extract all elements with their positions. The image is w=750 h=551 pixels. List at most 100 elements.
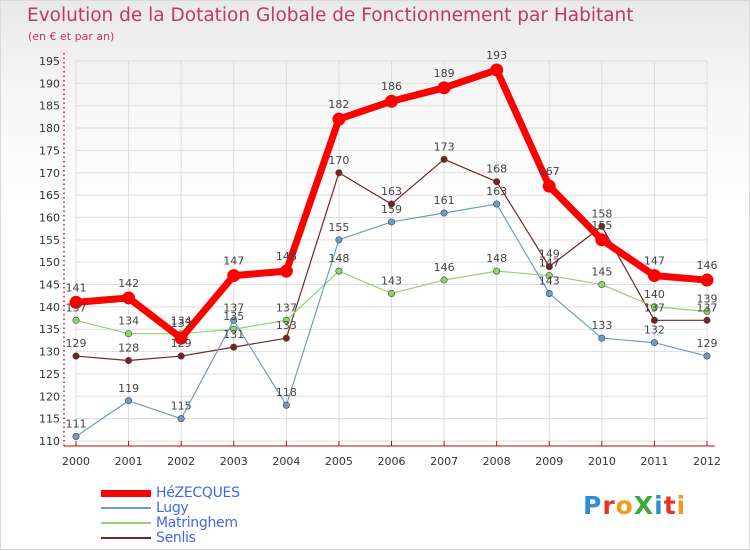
data-label: 173	[434, 140, 455, 153]
y-tick-label: 165	[39, 189, 60, 202]
y-tick-label: 150	[39, 256, 60, 269]
x-tick-label: 2005	[325, 455, 353, 468]
data-label: 137	[66, 301, 87, 314]
chart-subtitle: (en € et par an)	[28, 30, 115, 43]
data-label: 132	[644, 324, 665, 337]
x-tick-label: 2000	[62, 455, 90, 468]
data-point	[647, 269, 661, 283]
data-label: 148	[486, 252, 507, 265]
legend-swatch-matringhem	[101, 522, 151, 524]
x-tick-label: 2008	[483, 455, 511, 468]
x-tick-label: 2003	[220, 455, 248, 468]
data-label: 129	[66, 337, 87, 350]
data-label: 142	[118, 277, 139, 290]
x-tick-label: 2007	[430, 455, 458, 468]
x-tick-label: 2004	[272, 455, 300, 468]
data-point	[230, 343, 238, 351]
proxiti-logo: ProXiti	[583, 491, 687, 520]
data-label: 119	[118, 382, 139, 395]
data-point	[387, 218, 395, 226]
data-point	[282, 401, 290, 409]
data-label: 134	[171, 315, 192, 328]
data-label: 135	[223, 310, 244, 323]
legend-label: Lugy	[156, 500, 189, 516]
y-tick-label: 140	[39, 301, 60, 314]
data-label: 129	[697, 337, 718, 350]
data-label: 128	[118, 342, 139, 355]
data-point	[650, 303, 658, 311]
data-point	[72, 316, 80, 324]
data-label: 148	[276, 250, 297, 263]
data-point	[335, 236, 343, 244]
data-label: 129	[171, 337, 192, 350]
data-point	[703, 352, 711, 360]
data-point	[545, 263, 553, 271]
y-tick-label: 110	[39, 435, 60, 448]
data-point	[125, 397, 133, 405]
legend-swatch-hezecques	[101, 490, 151, 497]
y-tick-label: 190	[39, 77, 60, 90]
data-label: 137	[697, 301, 718, 314]
data-label: 133	[276, 319, 297, 332]
y-tick-label: 160	[39, 211, 60, 224]
data-point	[545, 272, 553, 280]
data-label: 145	[591, 266, 612, 279]
y-tick-label: 135	[39, 323, 60, 336]
data-label: 186	[381, 80, 402, 93]
data-label: 163	[381, 185, 402, 198]
data-point	[493, 267, 501, 275]
data-point	[335, 267, 343, 275]
data-point	[650, 339, 658, 347]
data-point	[335, 169, 343, 177]
data-point	[282, 334, 290, 342]
data-label: 111	[66, 418, 87, 431]
data-label: 155	[591, 219, 612, 232]
data-point	[279, 264, 293, 278]
y-tick-label: 115	[39, 413, 60, 426]
data-label: 189	[434, 67, 455, 80]
data-point	[493, 178, 501, 186]
y-tick-label: 145	[39, 279, 60, 292]
series-lines	[69, 63, 714, 441]
data-label: 155	[328, 221, 349, 234]
data-label: 118	[276, 386, 297, 399]
data-point	[440, 209, 448, 217]
data-label: 147	[539, 257, 560, 270]
data-label: 131	[223, 328, 244, 341]
data-label: 148	[328, 252, 349, 265]
y-tick-label: 170	[39, 167, 60, 180]
legend-swatch-lugy	[101, 507, 151, 509]
data-point	[598, 281, 606, 289]
data-point	[177, 352, 185, 360]
data-label: 134	[118, 315, 139, 328]
data-point	[174, 331, 188, 345]
data-label: 168	[486, 163, 507, 176]
data-point	[125, 330, 133, 338]
y-tick-label: 120	[39, 390, 60, 403]
data-point	[703, 307, 711, 315]
legend-swatch-senlis	[101, 537, 151, 539]
data-point	[437, 81, 451, 95]
data-label: 163	[486, 185, 507, 198]
data-point	[700, 273, 714, 287]
y-tick-label: 175	[39, 144, 60, 157]
data-label: 146	[697, 259, 718, 272]
y-tick-label: 185	[39, 100, 60, 113]
x-tick-label: 2006	[378, 455, 406, 468]
data-label: 139	[697, 292, 718, 305]
data-label: 115	[171, 400, 192, 413]
legend-label: HéZECQUES	[156, 485, 240, 501]
data-point	[72, 433, 80, 441]
data-point	[387, 200, 395, 208]
data-point	[650, 316, 658, 324]
data-label: 143	[539, 274, 560, 287]
data-point	[227, 269, 241, 283]
axes: 110 115 120 125 130 135 140 145 150 155 160 165 170 1…	[39, 53, 721, 468]
x-tick-label: 2010	[588, 455, 616, 468]
data-label: 143	[381, 274, 402, 287]
data-point	[69, 295, 83, 309]
data-point	[230, 316, 238, 324]
